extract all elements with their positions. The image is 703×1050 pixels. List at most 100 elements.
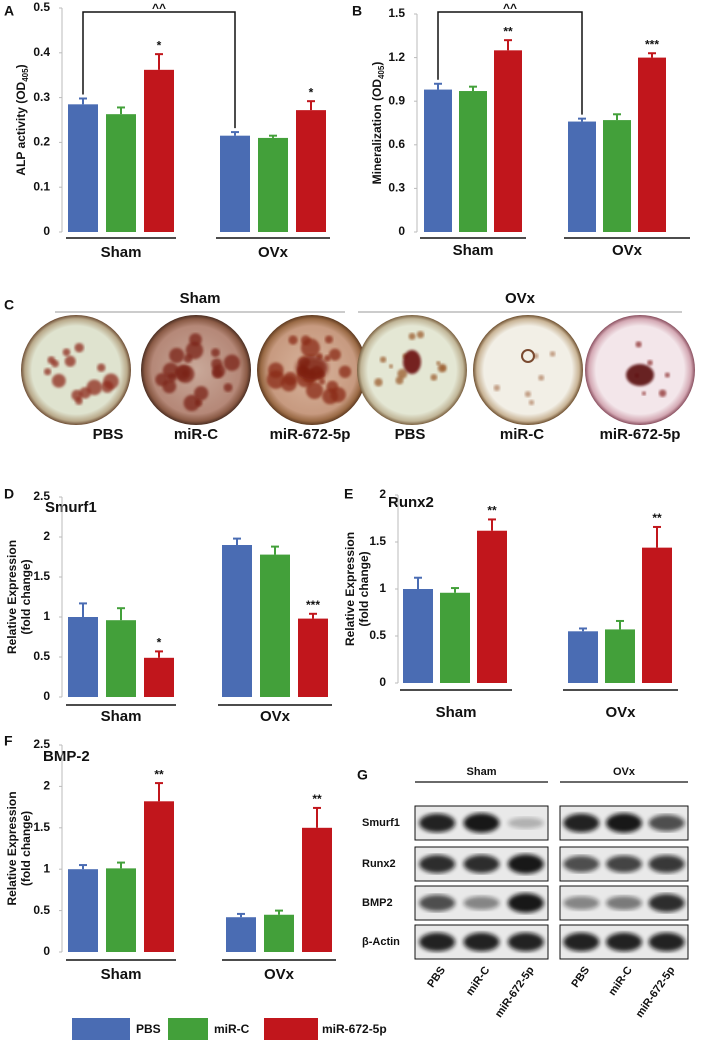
bar — [403, 589, 433, 683]
stain-spot — [169, 347, 185, 364]
panel-label: A — [4, 3, 14, 19]
stain-spot — [223, 354, 241, 371]
legend-label: PBS — [136, 1022, 161, 1036]
well-label: miR-672-5p — [600, 426, 681, 443]
stain-spot — [416, 331, 425, 339]
blot-band — [463, 813, 500, 833]
stain-spot — [223, 383, 233, 392]
bar — [605, 629, 635, 683]
stain-spot — [51, 359, 59, 368]
stain-spot — [183, 394, 200, 412]
bar — [642, 547, 672, 683]
bar — [258, 137, 288, 232]
y-tick-label: 0.3 — [33, 90, 50, 104]
bar — [264, 914, 294, 952]
legend-label: miR-C — [214, 1022, 250, 1036]
x-tick-label: Sham — [453, 242, 494, 259]
blot-band — [606, 896, 642, 910]
bar — [638, 57, 666, 232]
lane-label: miR-C — [606, 964, 634, 997]
group-label: OVx — [613, 766, 636, 778]
y-tick-label: 0.3 — [388, 181, 405, 195]
stain-spot — [44, 368, 52, 376]
chart-title: Smurf1 — [45, 499, 97, 516]
y-axis-label-part: ) — [14, 64, 28, 68]
y-tick-label: 0 — [379, 675, 386, 689]
bar — [68, 869, 98, 952]
stain-spot — [167, 373, 177, 383]
legend-label: miR-672-5p — [322, 1022, 387, 1036]
stain-spot — [641, 391, 647, 396]
stain-spot — [155, 373, 169, 387]
bar — [298, 618, 328, 697]
y-tick-label: 1.2 — [388, 50, 405, 64]
protein-label: BMP2 — [362, 897, 393, 909]
stain-spot — [524, 391, 531, 398]
blot-band — [507, 817, 544, 829]
y-tick-label: 1.5 — [388, 6, 405, 20]
group-label: Sham — [467, 766, 497, 778]
stain-spot — [74, 342, 84, 353]
chart-title: BMP-2 — [43, 748, 90, 765]
blot-band — [563, 896, 600, 910]
blot-band — [648, 855, 685, 873]
significance-label: * — [157, 38, 162, 52]
significance-label: ** — [154, 767, 164, 781]
blot-band — [463, 932, 500, 952]
blot-band — [419, 813, 456, 833]
stain-spot — [211, 348, 220, 358]
stain-spot — [62, 348, 71, 357]
well-label: PBS — [93, 426, 124, 443]
panel-label: D — [4, 486, 14, 502]
bar — [477, 530, 507, 683]
bar — [568, 631, 598, 683]
well-label: PBS — [395, 426, 426, 443]
y-tick-label: 2.5 — [33, 489, 50, 503]
lane-label: miR-672-5p — [493, 964, 537, 1020]
stain-spot — [296, 356, 328, 380]
significance-label: * — [309, 85, 314, 99]
y-tick-label: 0.5 — [33, 903, 50, 917]
y-axis-label-part: Mineralization (OD — [370, 79, 384, 185]
x-tick-label: Sham — [101, 708, 142, 725]
y-tick-label: 1.5 — [369, 534, 386, 548]
stain-spot — [212, 364, 226, 378]
blot-band — [606, 855, 642, 873]
stain-spot — [658, 389, 667, 397]
stain-spot — [528, 399, 535, 406]
bar — [459, 91, 487, 232]
y-axis-label: (fold change) — [357, 551, 371, 626]
panel-label: E — [344, 486, 353, 502]
y-axis-label: Mineralization (OD405) — [370, 62, 386, 185]
stain-spot — [626, 364, 654, 386]
y-tick-label: 0.2 — [33, 135, 50, 149]
stain-spot — [75, 397, 83, 405]
y-tick-label: 0.6 — [388, 137, 405, 151]
well — [21, 315, 131, 425]
well-label: miR-C — [174, 426, 218, 443]
legend-swatch — [72, 1018, 130, 1040]
significance-label: ** — [312, 792, 322, 806]
bar — [68, 617, 98, 697]
stain-spot — [374, 378, 383, 387]
panel-label: G — [357, 767, 368, 783]
y-tick-label: 2 — [43, 529, 50, 543]
chart-title: Runx2 — [388, 494, 434, 511]
stain-spot — [521, 349, 535, 363]
y-axis-label: (fold change) — [19, 811, 33, 886]
stain-spot — [319, 378, 326, 385]
bar — [144, 801, 174, 952]
protein-label: Smurf1 — [362, 817, 400, 829]
y-tick-label: 1 — [43, 609, 50, 623]
bar — [302, 827, 332, 952]
y-axis-label-subscript: 405 — [21, 68, 30, 82]
stain-spot — [647, 359, 653, 366]
stain-spot — [64, 355, 76, 367]
significance-label: ** — [652, 511, 662, 525]
x-tick-label: Sham — [101, 966, 142, 983]
y-axis-label-part: ) — [370, 62, 384, 66]
y-axis-label-part: ALP activity (OD — [14, 81, 28, 175]
y-tick-label: 2 — [43, 779, 50, 793]
y-axis-label: ALP activity (OD405) — [14, 64, 30, 175]
